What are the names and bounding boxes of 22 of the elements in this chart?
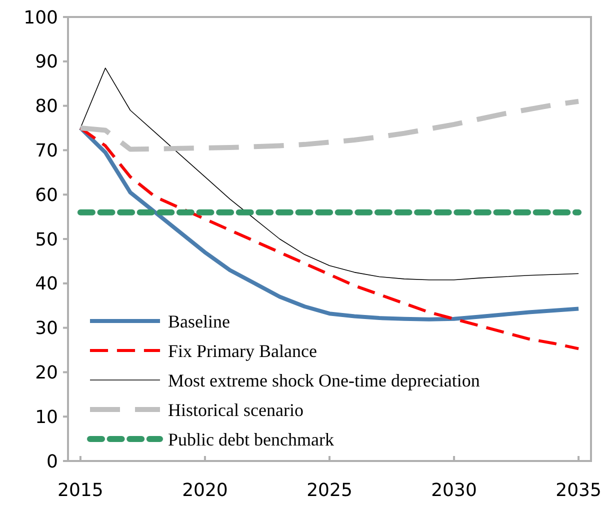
x-tick-label: 2015 (58, 480, 104, 501)
x-tick-label: 2035 (556, 480, 602, 501)
legend-label: Historical scenario (168, 400, 304, 420)
x-tick-label: 2020 (182, 480, 228, 501)
x-tick-label: 2030 (431, 480, 477, 501)
y-tick-label: 90 (35, 52, 58, 73)
line-series (80, 68, 579, 280)
y-tick-label: 0 (46, 451, 58, 472)
legend-label: Baseline (168, 311, 230, 332)
y-tick-label: 40 (35, 274, 58, 295)
y-tick-label: 80 (35, 96, 58, 118)
legend-label: Most extreme shock One-time depreciation (168, 370, 480, 390)
y-tick-label: 70 (35, 140, 58, 162)
legend-label: Fix Primary Balance (168, 340, 317, 361)
y-tick-label: 100 (24, 7, 58, 28)
y-tick-label: 60 (35, 184, 58, 206)
legend-label: Public debt benchmark (168, 429, 334, 450)
y-tick-label: 20 (35, 362, 58, 384)
y-tick-label: 10 (35, 406, 58, 428)
y-tick-label: 50 (35, 229, 58, 250)
x-tick-label: 2025 (306, 480, 352, 501)
y-tick-label: 30 (35, 318, 58, 340)
